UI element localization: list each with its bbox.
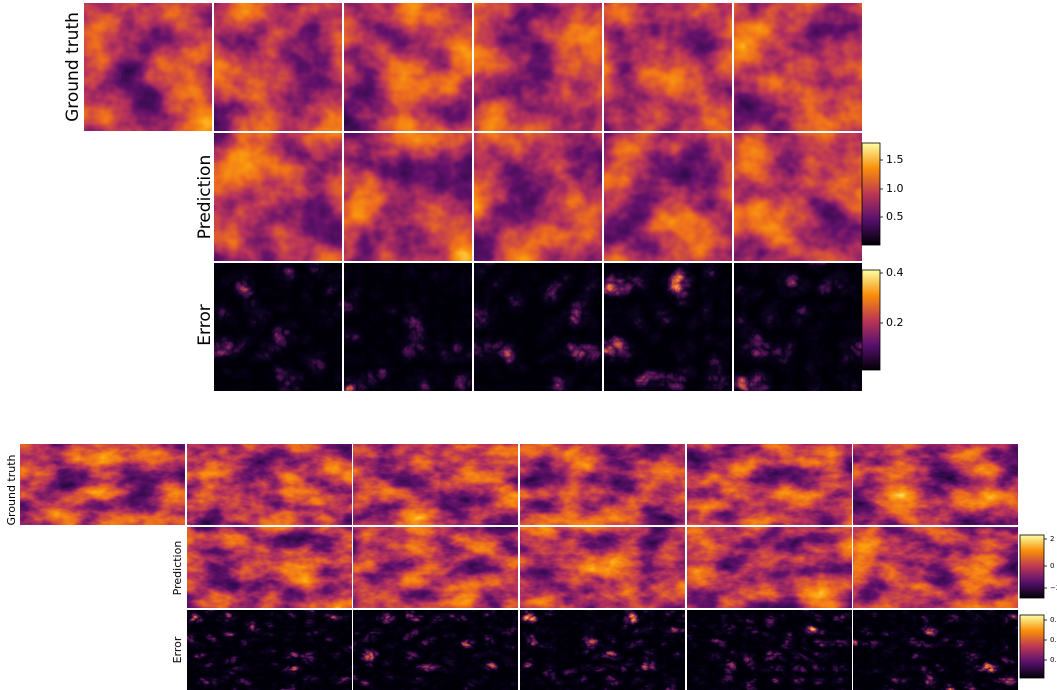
row-label: Prediction: [195, 155, 215, 239]
field-map: [853, 444, 1018, 525]
colorbar-tick-label: −2: [1050, 584, 1057, 592]
colorbar-tick-label: 1.5: [886, 153, 904, 166]
row-label: Ground truth: [63, 12, 83, 122]
field-map: [474, 3, 602, 131]
row-label: Error: [171, 636, 184, 663]
error-map: [604, 263, 732, 391]
field-map: [687, 527, 852, 608]
error-map: [520, 610, 685, 690]
error-map: [687, 610, 852, 690]
error-map: [214, 263, 342, 391]
field-map: [604, 3, 732, 131]
field-map: [353, 527, 518, 608]
colorbar-tick-label: 0.4: [886, 266, 904, 279]
field-map: [187, 444, 352, 525]
field-map: [344, 133, 472, 261]
colorbar-tick-label: 1.0: [886, 182, 904, 195]
error-map: [353, 610, 518, 690]
field-map: [344, 3, 472, 131]
field-map: [353, 444, 518, 525]
colorbar-tick-label: 0.3: [1050, 616, 1057, 624]
field-map: [604, 133, 732, 261]
field-map: [214, 3, 342, 131]
field-map: [20, 444, 185, 525]
field-map: [520, 444, 685, 525]
error-map: [187, 610, 352, 690]
colorbar: [861, 269, 881, 371]
colorbar: [861, 142, 881, 246]
colorbar-tick-label: 0: [1050, 562, 1054, 570]
row-label: Error: [195, 304, 215, 345]
field-map: [84, 3, 212, 131]
colorbar: [1019, 534, 1045, 599]
colorbar: [1019, 614, 1045, 679]
field-map: [853, 527, 1018, 608]
row-label: Ground truth: [5, 454, 18, 525]
colorbar-tick-label: 0.2: [886, 316, 904, 329]
error-map: [853, 610, 1018, 690]
colorbar-tick-label: 2: [1050, 535, 1054, 543]
field-map: [187, 527, 352, 608]
field-map: [687, 444, 852, 525]
colorbar-tick-label: 0.5: [886, 210, 904, 223]
error-map: [344, 263, 472, 391]
error-map: [474, 263, 602, 391]
field-map: [520, 527, 685, 608]
field-map: [734, 3, 862, 131]
colorbar-tick-label: 0.2: [1050, 636, 1057, 644]
colorbar-tick-label: 0.1: [1050, 656, 1057, 664]
row-label: Prediction: [171, 541, 184, 596]
error-map: [734, 263, 862, 391]
field-map: [734, 133, 862, 261]
field-map: [474, 133, 602, 261]
field-map: [214, 133, 342, 261]
